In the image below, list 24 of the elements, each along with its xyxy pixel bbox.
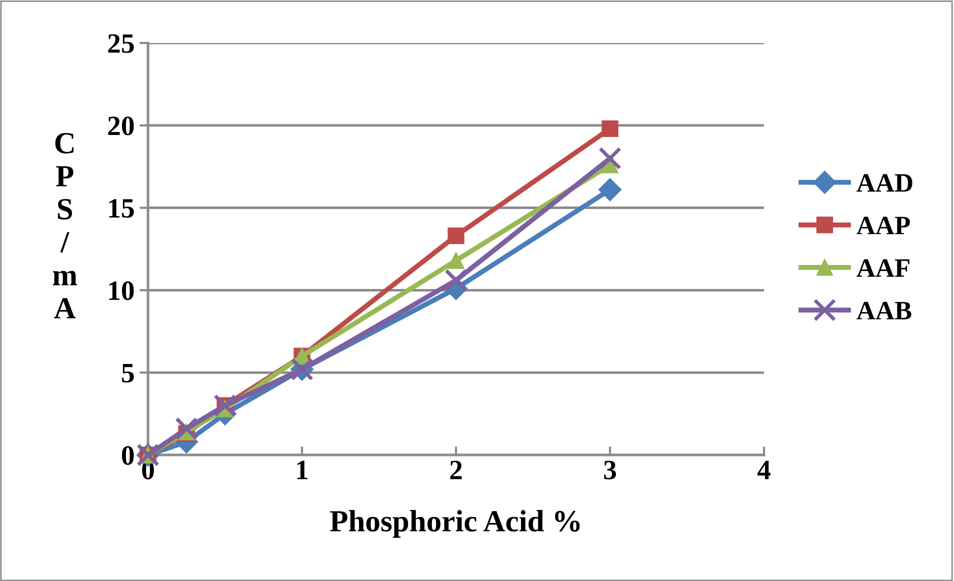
x-tick-label: 3 xyxy=(604,460,616,480)
y-tick-label: 10 xyxy=(109,281,134,300)
x-tick-label: 2 xyxy=(450,460,462,480)
point xyxy=(602,120,618,138)
legend-label: AAD xyxy=(856,174,912,192)
point xyxy=(214,394,236,418)
point xyxy=(598,146,622,170)
point xyxy=(448,252,464,269)
y-tick-label: 5 xyxy=(122,364,134,383)
legend-label: AAP xyxy=(856,216,910,234)
legend-label: AAF xyxy=(856,259,910,277)
y-tick-label: 0 xyxy=(122,446,134,465)
y-tick-label: 25 xyxy=(108,34,134,53)
legend-label: AAB xyxy=(856,302,912,320)
x-tick-label: 4 xyxy=(757,460,770,480)
point xyxy=(175,417,198,440)
x-axis-title: Phosphoric Acid % xyxy=(330,510,580,538)
point xyxy=(598,178,622,202)
y-tick-label: 20 xyxy=(108,116,134,136)
point xyxy=(448,227,464,244)
x-tick-label: 1 xyxy=(297,460,308,480)
y-tick-label: 15 xyxy=(109,199,134,218)
y-axis-title: CPS/mA xyxy=(52,132,78,318)
point xyxy=(444,268,468,292)
